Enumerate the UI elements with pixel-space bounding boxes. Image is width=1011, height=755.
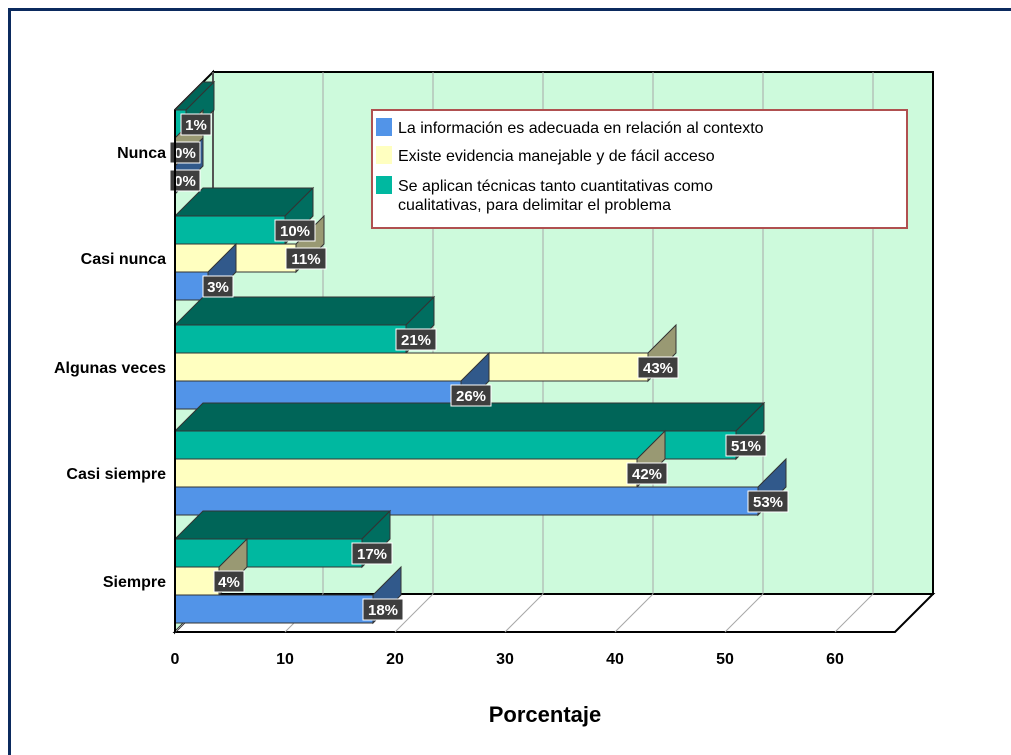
bar [174, 538, 363, 568]
bar-top-face [173, 510, 392, 540]
legend-label: cualitativas, para delimitar el problema [398, 197, 671, 214]
gridline-floor [834, 593, 874, 633]
data-label-box [450, 384, 492, 407]
x-tick-label: 60 [826, 651, 844, 668]
data-label: 0% [174, 173, 196, 190]
bar-top-face [173, 296, 436, 326]
data-label-box [180, 113, 212, 136]
data-label-box [274, 219, 316, 242]
category-label: Casi nunca [81, 251, 166, 268]
data-label-box [725, 434, 767, 457]
legend-label: La información es adecuada en relación a… [398, 120, 764, 137]
x-tick-label: 20 [386, 651, 404, 668]
data-label: 11% [291, 251, 320, 268]
category-label: Algunas veces [54, 360, 166, 377]
bar [174, 215, 286, 245]
category-label: Siempre [103, 574, 166, 591]
data-label-box [351, 542, 393, 565]
bar-top-face [173, 402, 766, 432]
data-label: 0% [174, 145, 196, 162]
bar [174, 566, 220, 596]
x-tick-label: 40 [606, 651, 624, 668]
data-label-box [637, 356, 679, 379]
bar [174, 324, 407, 354]
gridline-floor [614, 593, 654, 633]
data-label: 21% [401, 332, 431, 349]
data-label: 18% [368, 602, 398, 619]
data-label: 42% [632, 466, 662, 483]
data-label: 51% [731, 438, 761, 455]
gridline-floor [394, 593, 434, 633]
bar [174, 594, 374, 624]
data-label: 17% [357, 546, 387, 563]
data-label-box [362, 598, 404, 621]
legend-swatch [376, 146, 392, 164]
legend-label: Se aplican técnicas tanto cuantitativas … [398, 178, 713, 195]
gridline-floor [724, 593, 764, 633]
data-label-box [169, 169, 201, 192]
data-label-box [747, 490, 789, 513]
data-label: 26% [456, 388, 486, 405]
data-label-box [169, 141, 201, 164]
data-label-box [626, 462, 668, 485]
legend-swatch [376, 118, 392, 136]
data-label: 1% [185, 117, 207, 134]
x-axis-title: Porcentaje [489, 702, 602, 727]
x-tick-label: 0 [171, 651, 180, 668]
bar [174, 458, 638, 488]
data-label-box [213, 570, 245, 593]
data-label-box [395, 328, 437, 351]
data-label: 4% [218, 574, 240, 591]
x-tick-label: 10 [276, 651, 294, 668]
data-label: 3% [207, 279, 229, 296]
chart-frame [8, 8, 1011, 755]
bar [174, 352, 649, 382]
legend-swatch [376, 176, 392, 194]
legend-box [371, 109, 908, 229]
data-label-box [285, 247, 327, 270]
data-label-box [202, 275, 234, 298]
category-label: Nunca [117, 145, 166, 162]
x-tick-label: 50 [716, 651, 734, 668]
data-label: 10% [280, 223, 310, 240]
legend-label: Existe evidencia manejable y de fácil ac… [398, 148, 715, 165]
data-label: 43% [643, 360, 673, 377]
gridline-floor [504, 593, 544, 633]
data-label: 53% [753, 494, 783, 511]
x-tick-label: 30 [496, 651, 514, 668]
category-label: Casi siempre [66, 466, 166, 483]
